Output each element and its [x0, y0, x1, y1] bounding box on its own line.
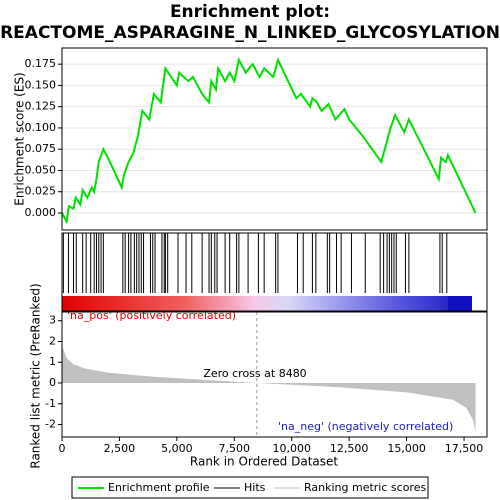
- annotation: Zero cross at 8480: [203, 367, 306, 380]
- x-tick-label: 5,000: [161, 442, 193, 455]
- legend-label: Ranking metric scores: [304, 481, 426, 494]
- y-tick-label: 0.050: [25, 163, 57, 176]
- chart-title: REACTOME_ASPARAGINE_N_LINKED_GLYCOSYLATI…: [0, 23, 500, 43]
- y-tick-label: 3: [49, 314, 56, 327]
- y-tick-label: 0.150: [25, 78, 57, 91]
- y-axis-label: Ranked list metric (PreRanked): [29, 283, 43, 468]
- color-bar: [62, 296, 472, 311]
- y-tick-label: 2: [49, 334, 56, 347]
- legend-label: Enrichment profile: [108, 481, 210, 494]
- x-tick-label: 12,500: [330, 442, 369, 455]
- y-tick-label: 0.125: [25, 100, 57, 113]
- y-tick-label: -1: [45, 397, 56, 410]
- y-tick-label: 1: [49, 355, 56, 368]
- y-tick-label: 0.175: [25, 57, 57, 70]
- annotation: 'na_neg' (negatively correlated): [278, 420, 453, 433]
- enrichment-line: [61, 57, 477, 225]
- y-axis-label: Enrichment score (ES): [13, 72, 27, 205]
- x-tick-label: 2,500: [104, 442, 136, 455]
- panel-frame: [61, 311, 488, 438]
- x-tick-label: 10,000: [272, 442, 311, 455]
- color-bar-end: [448, 296, 472, 311]
- x-tick-label: 7,500: [219, 442, 251, 455]
- x-tick-label: 15,000: [387, 442, 426, 455]
- panel-frame: [61, 232, 488, 312]
- x-axis-label: Rank in Ordered Dataset: [190, 455, 338, 469]
- y-tick-label: 0.025: [25, 185, 57, 198]
- y-tick-label: 0.000: [25, 206, 57, 219]
- legend-label: Hits: [244, 481, 266, 494]
- metric-area: [62, 345, 476, 433]
- y-tick-label: 0.075: [25, 142, 57, 155]
- y-tick-label: 0.100: [25, 121, 57, 134]
- panel-frame: [61, 47, 488, 231]
- legend: [71, 476, 429, 499]
- chart-title: Enrichment plot:: [170, 2, 330, 22]
- y-tick-label: -2: [45, 418, 56, 431]
- y-tick-label: 0: [49, 376, 56, 389]
- x-tick-label: 17,500: [445, 442, 484, 455]
- x-tick-label: 0: [59, 442, 66, 455]
